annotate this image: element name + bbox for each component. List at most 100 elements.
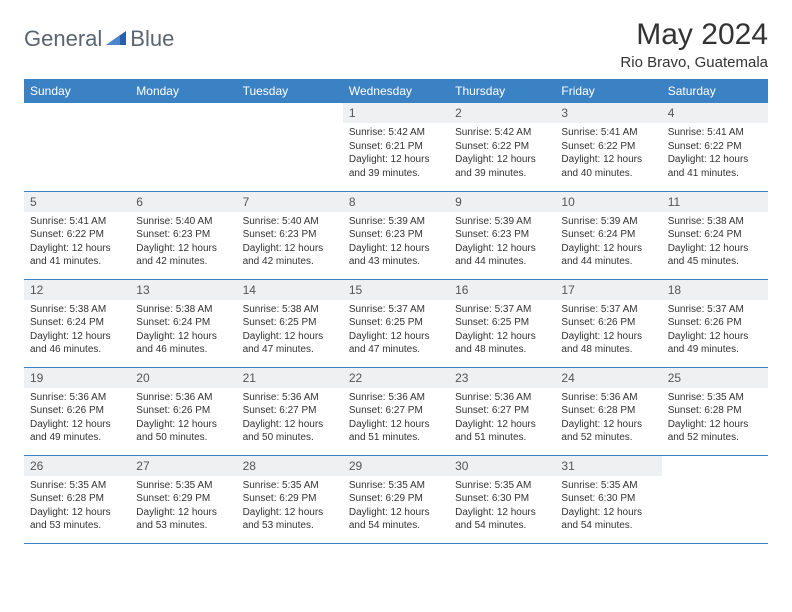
sunset-label: Sunset:: [136, 493, 173, 504]
day-number: 3: [555, 103, 661, 123]
brand-part1: General: [24, 26, 102, 52]
sunset-label: Sunset:: [136, 405, 173, 416]
calendar-cell: 12Sunrise: 5:38 AMSunset: 6:24 PMDayligh…: [24, 279, 130, 367]
daylight-label: Daylight:: [668, 419, 710, 430]
day-data: Sunrise: 5:36 AMSunset: 6:26 PMDaylight:…: [130, 388, 236, 449]
day-data: Sunrise: 5:38 AMSunset: 6:25 PMDaylight:…: [237, 300, 343, 361]
day-number: 11: [662, 192, 768, 212]
sunset-value: 6:29 PM: [173, 493, 210, 504]
calendar-cell: 25Sunrise: 5:35 AMSunset: 6:28 PMDayligh…: [662, 367, 768, 455]
sunset-label: Sunset:: [136, 229, 173, 240]
daylight-label: Daylight:: [561, 419, 603, 430]
sunset-label: Sunset:: [136, 317, 173, 328]
daylight-label: Daylight:: [561, 154, 603, 165]
sunrise-label: Sunrise:: [243, 480, 282, 491]
sunset-value: 6:24 PM: [67, 317, 104, 328]
calendar-cell: 30Sunrise: 5:35 AMSunset: 6:30 PMDayligh…: [449, 455, 555, 543]
day-data: Sunrise: 5:35 AMSunset: 6:30 PMDaylight:…: [449, 476, 555, 537]
sunrise-value: 5:41 AM: [69, 216, 106, 227]
calendar-cell: ..: [24, 103, 130, 191]
weekday-header: Tuesday: [237, 79, 343, 103]
sunset-label: Sunset:: [455, 141, 492, 152]
day-number: 9: [449, 192, 555, 212]
calendar-cell: 28Sunrise: 5:35 AMSunset: 6:29 PMDayligh…: [237, 455, 343, 543]
calendar-cell: ..: [662, 455, 768, 543]
daylight-label: Daylight:: [30, 507, 72, 518]
sunset-label: Sunset:: [349, 317, 386, 328]
sunrise-value: 5:39 AM: [388, 216, 425, 227]
daylight-label: Daylight:: [136, 507, 178, 518]
calendar-cell: 18Sunrise: 5:37 AMSunset: 6:26 PMDayligh…: [662, 279, 768, 367]
day-number: 7: [237, 192, 343, 212]
calendar-row: 26Sunrise: 5:35 AMSunset: 6:28 PMDayligh…: [24, 455, 768, 543]
weekday-header: Wednesday: [343, 79, 449, 103]
day-data: Sunrise: 5:36 AMSunset: 6:28 PMDaylight:…: [555, 388, 661, 449]
sunrise-value: 5:35 AM: [601, 480, 638, 491]
daylight-label: Daylight:: [30, 419, 72, 430]
day-data: Sunrise: 5:39 AMSunset: 6:23 PMDaylight:…: [449, 212, 555, 273]
sunrise-value: 5:39 AM: [495, 216, 532, 227]
weekday-header: Friday: [555, 79, 661, 103]
sunrise-label: Sunrise:: [136, 480, 175, 491]
sunset-value: 6:26 PM: [704, 317, 741, 328]
sunrise-value: 5:39 AM: [601, 216, 638, 227]
sunset-label: Sunset:: [561, 493, 598, 504]
sunset-label: Sunset:: [243, 493, 280, 504]
daylight-label: Daylight:: [668, 331, 710, 342]
daylight-label: Daylight:: [668, 154, 710, 165]
sunset-value: 6:26 PM: [173, 405, 210, 416]
daylight-label: Daylight:: [349, 154, 391, 165]
daylight-label: Daylight:: [243, 243, 285, 254]
sunset-label: Sunset:: [30, 405, 67, 416]
calendar-cell: 20Sunrise: 5:36 AMSunset: 6:26 PMDayligh…: [130, 367, 236, 455]
calendar-cell: 7Sunrise: 5:40 AMSunset: 6:23 PMDaylight…: [237, 191, 343, 279]
sunrise-label: Sunrise:: [561, 392, 600, 403]
calendar-cell: 2Sunrise: 5:42 AMSunset: 6:22 PMDaylight…: [449, 103, 555, 191]
calendar-cell: 24Sunrise: 5:36 AMSunset: 6:28 PMDayligh…: [555, 367, 661, 455]
sunrise-value: 5:35 AM: [69, 480, 106, 491]
day-number: 26: [24, 456, 130, 476]
day-number: 2: [449, 103, 555, 123]
sunrise-label: Sunrise:: [455, 216, 494, 227]
sunrise-label: Sunrise:: [668, 392, 707, 403]
daylight-label: Daylight:: [561, 507, 603, 518]
sunrise-value: 5:42 AM: [495, 127, 532, 138]
calendar-row: ......1Sunrise: 5:42 AMSunset: 6:21 PMDa…: [24, 103, 768, 191]
day-number: 22: [343, 368, 449, 388]
sunrise-value: 5:35 AM: [388, 480, 425, 491]
day-number: 15: [343, 280, 449, 300]
sunrise-value: 5:41 AM: [707, 127, 744, 138]
sunrise-value: 5:38 AM: [282, 304, 319, 315]
sunrise-label: Sunrise:: [136, 304, 175, 315]
calendar-cell: 3Sunrise: 5:41 AMSunset: 6:22 PMDaylight…: [555, 103, 661, 191]
sunset-value: 6:30 PM: [492, 493, 529, 504]
daylight-label: Daylight:: [30, 331, 72, 342]
daylight-label: Daylight:: [455, 154, 497, 165]
sunrise-value: 5:37 AM: [707, 304, 744, 315]
day-data: Sunrise: 5:42 AMSunset: 6:22 PMDaylight:…: [449, 123, 555, 184]
day-number: 21: [237, 368, 343, 388]
sunrise-label: Sunrise:: [136, 216, 175, 227]
day-number: 10: [555, 192, 661, 212]
day-data: Sunrise: 5:38 AMSunset: 6:24 PMDaylight:…: [24, 300, 130, 361]
calendar-cell: 16Sunrise: 5:37 AMSunset: 6:25 PMDayligh…: [449, 279, 555, 367]
sunrise-label: Sunrise:: [30, 480, 69, 491]
sunset-label: Sunset:: [668, 405, 705, 416]
sunset-value: 6:28 PM: [704, 405, 741, 416]
brand-triangle-icon: [106, 29, 126, 50]
sunset-value: 6:27 PM: [492, 405, 529, 416]
calendar-cell: 6Sunrise: 5:40 AMSunset: 6:23 PMDaylight…: [130, 191, 236, 279]
sunrise-label: Sunrise:: [455, 392, 494, 403]
calendar-cell: 10Sunrise: 5:39 AMSunset: 6:24 PMDayligh…: [555, 191, 661, 279]
sunset-value: 6:26 PM: [67, 405, 104, 416]
page-header: General Blue May 2024 Rio Bravo, Guatema…: [24, 18, 768, 71]
sunrise-label: Sunrise:: [668, 216, 707, 227]
daylight-label: Daylight:: [561, 331, 603, 342]
day-data: Sunrise: 5:35 AMSunset: 6:28 PMDaylight:…: [24, 476, 130, 537]
day-data: Sunrise: 5:35 AMSunset: 6:29 PMDaylight:…: [343, 476, 449, 537]
sunrise-label: Sunrise:: [349, 480, 388, 491]
sunrise-value: 5:36 AM: [69, 392, 106, 403]
sunset-label: Sunset:: [561, 229, 598, 240]
sunset-label: Sunset:: [243, 229, 280, 240]
calendar-cell: 5Sunrise: 5:41 AMSunset: 6:22 PMDaylight…: [24, 191, 130, 279]
